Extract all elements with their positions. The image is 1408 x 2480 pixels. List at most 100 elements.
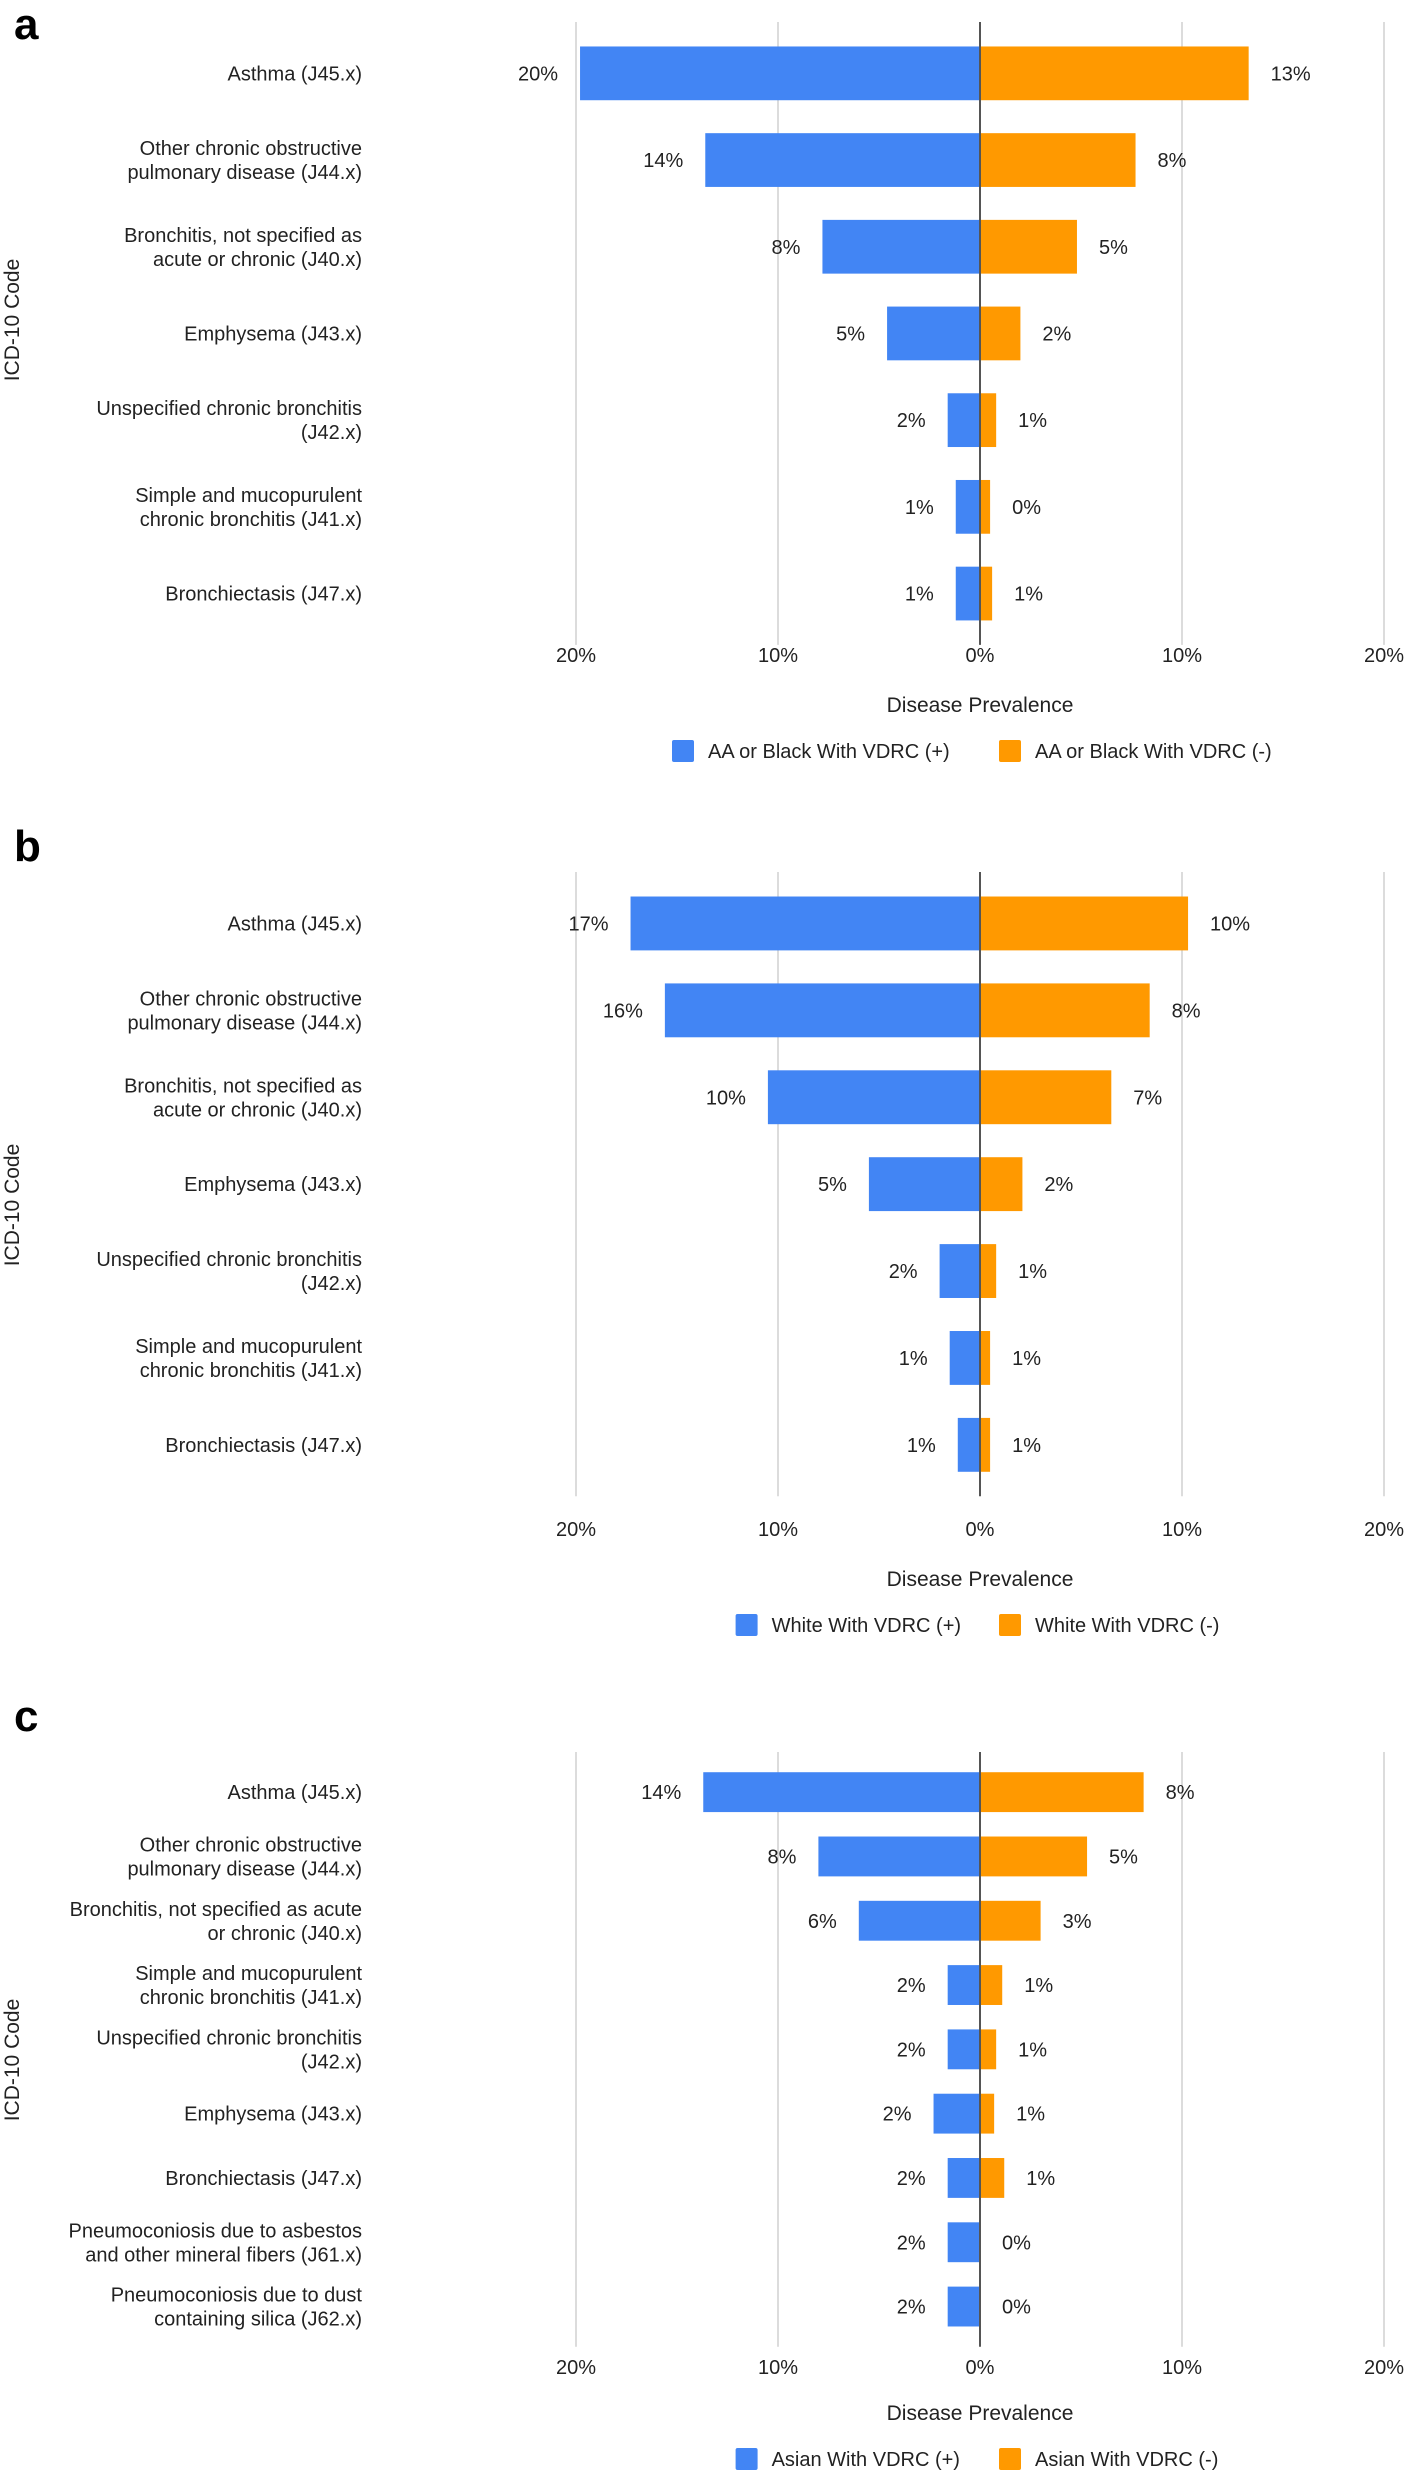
data-label: 0% — [1012, 497, 1041, 519]
legend-swatch — [999, 1614, 1021, 1636]
data-label: 8% — [1166, 1782, 1195, 1804]
category-label: Pneumoconiosis due to asbestos — [68, 2220, 362, 2242]
bar-negative — [980, 219, 1077, 274]
data-label: 0% — [1002, 2297, 1031, 2319]
category-label: Asthma (J45.x) — [228, 913, 362, 935]
bar-positive — [767, 1070, 980, 1125]
legend-label: AA or Black With VDRC (-) — [1035, 741, 1272, 763]
x-tick-label: 10% — [758, 645, 798, 667]
data-label: 1% — [1024, 1975, 1053, 1997]
panel-label: c — [14, 1692, 39, 1741]
bar-positive — [705, 133, 980, 187]
data-label: 1% — [905, 584, 934, 606]
legend: Asian With VDRC (+) Asian With VDRC (-) — [735, 2448, 1218, 2471]
legend-label: Asian With VDRC (+) — [772, 2449, 960, 2471]
y-axis-title: ICD-10 Code — [1, 1999, 24, 2122]
bar-positive — [858, 1900, 980, 1941]
category-label: containing silica (J62.x) — [154, 2309, 362, 2331]
legend-label: White With VDRC (-) — [1035, 1615, 1219, 1637]
bar-negative — [980, 896, 1189, 951]
bar-positive — [630, 896, 980, 951]
data-label: 1% — [1018, 1261, 1047, 1283]
data-label: 0% — [1002, 2232, 1031, 2254]
x-tick-label: 20% — [1364, 2357, 1404, 2379]
bar-positive — [822, 219, 980, 274]
category-label: Bronchiectasis (J47.x) — [165, 1435, 362, 1457]
data-label: 5% — [818, 1174, 847, 1196]
data-label: 1% — [1026, 2168, 1055, 2190]
bar-positive — [955, 566, 980, 621]
x-tick-label: 0% — [966, 1519, 995, 1541]
category-label: Bronchitis, not specified as — [124, 1075, 362, 1097]
legend-swatch — [735, 1614, 758, 1636]
bar-negative — [980, 1900, 1041, 1941]
x-tick-label: 0% — [966, 2357, 995, 2379]
data-label: 2% — [897, 2168, 926, 2190]
data-label: 14% — [641, 1782, 681, 1804]
bar-negative — [980, 566, 993, 621]
bar-negative — [980, 306, 1021, 361]
category-label: pulmonary disease (J44.x) — [127, 162, 362, 184]
data-label: 7% — [1133, 1087, 1162, 1109]
data-label: 17% — [569, 913, 609, 935]
data-label: 5% — [1109, 1846, 1138, 1868]
category-label: Pneumoconiosis due to dust — [111, 2285, 363, 2307]
legend: AA or Black With VDRC (+) AA or Black Wit… — [672, 740, 1272, 763]
legend-label: Asian With VDRC (-) — [1035, 2449, 1218, 2471]
category-label: Bronchitis, not specified as — [124, 225, 362, 247]
x-tick-label: 10% — [758, 2357, 798, 2379]
data-label: 2% — [1044, 1174, 1073, 1196]
category-label: Bronchiectasis (J47.x) — [165, 2168, 362, 2190]
data-label: 8% — [1158, 150, 1187, 172]
panel-label: a — [14, 0, 39, 49]
bar-negative — [980, 2158, 1005, 2198]
legend-swatch — [999, 2448, 1021, 2470]
bar-negative — [980, 1417, 991, 1472]
bar-negative — [980, 479, 991, 534]
data-label: 8% — [1172, 1000, 1201, 1022]
x-tick-label: 20% — [1364, 1519, 1404, 1541]
category-label: pulmonary disease (J44.x) — [127, 1858, 362, 1880]
bar-negative — [980, 1965, 1003, 2005]
bar-positive — [947, 2286, 980, 2327]
category-label: Simple and mucopurulent — [135, 485, 362, 507]
category-label: Unspecified chronic bronchitis — [96, 1249, 362, 1271]
category-label: Other chronic obstructive — [140, 138, 362, 160]
data-label: 20% — [518, 63, 558, 85]
category-label: Bronchitis, not specified as acute — [70, 1899, 362, 1921]
x-tick-label: 10% — [1162, 2357, 1202, 2379]
data-label: 1% — [1012, 1348, 1041, 1370]
data-label: 1% — [1018, 410, 1047, 432]
data-label: 10% — [706, 1087, 746, 1109]
data-label: 6% — [808, 1911, 837, 1933]
bar-negative — [980, 1070, 1112, 1125]
data-label: 14% — [643, 150, 683, 172]
category-label: acute or chronic (J40.x) — [153, 1099, 362, 1121]
legend-label: White With VDRC (+) — [772, 1615, 961, 1637]
data-label: 10% — [1210, 913, 1250, 935]
data-label: 16% — [603, 1000, 643, 1022]
category-label: acute or chronic (J40.x) — [153, 249, 362, 271]
x-axis-title: Disease Prevalence — [887, 694, 1074, 717]
category-label: chronic bronchitis (J41.x) — [140, 1987, 362, 2009]
data-label: 1% — [899, 1348, 928, 1370]
category-label: (J42.x) — [301, 422, 362, 444]
data-label: 1% — [1018, 2039, 1047, 2061]
legend: White With VDRC (+) White With VDRC (-) — [735, 1614, 1219, 1637]
category-label: (J42.x) — [301, 1273, 362, 1295]
bar-negative — [980, 1244, 997, 1298]
bar-positive — [580, 46, 980, 101]
bar-positive — [933, 2093, 980, 2134]
data-label: 3% — [1063, 1911, 1092, 1933]
bar-positive — [868, 1157, 980, 1212]
data-label: 8% — [772, 237, 801, 259]
bar-negative — [980, 1331, 991, 1385]
x-tick-label: 10% — [1162, 1519, 1202, 1541]
bar-positive — [947, 2158, 980, 2198]
category-label: Bronchiectasis (J47.x) — [165, 584, 362, 606]
data-label: 2% — [897, 2297, 926, 2319]
category-label: and other mineral fibers (J61.x) — [85, 2244, 362, 2266]
bar-negative — [980, 2029, 997, 2070]
panel-label: b — [14, 822, 41, 871]
